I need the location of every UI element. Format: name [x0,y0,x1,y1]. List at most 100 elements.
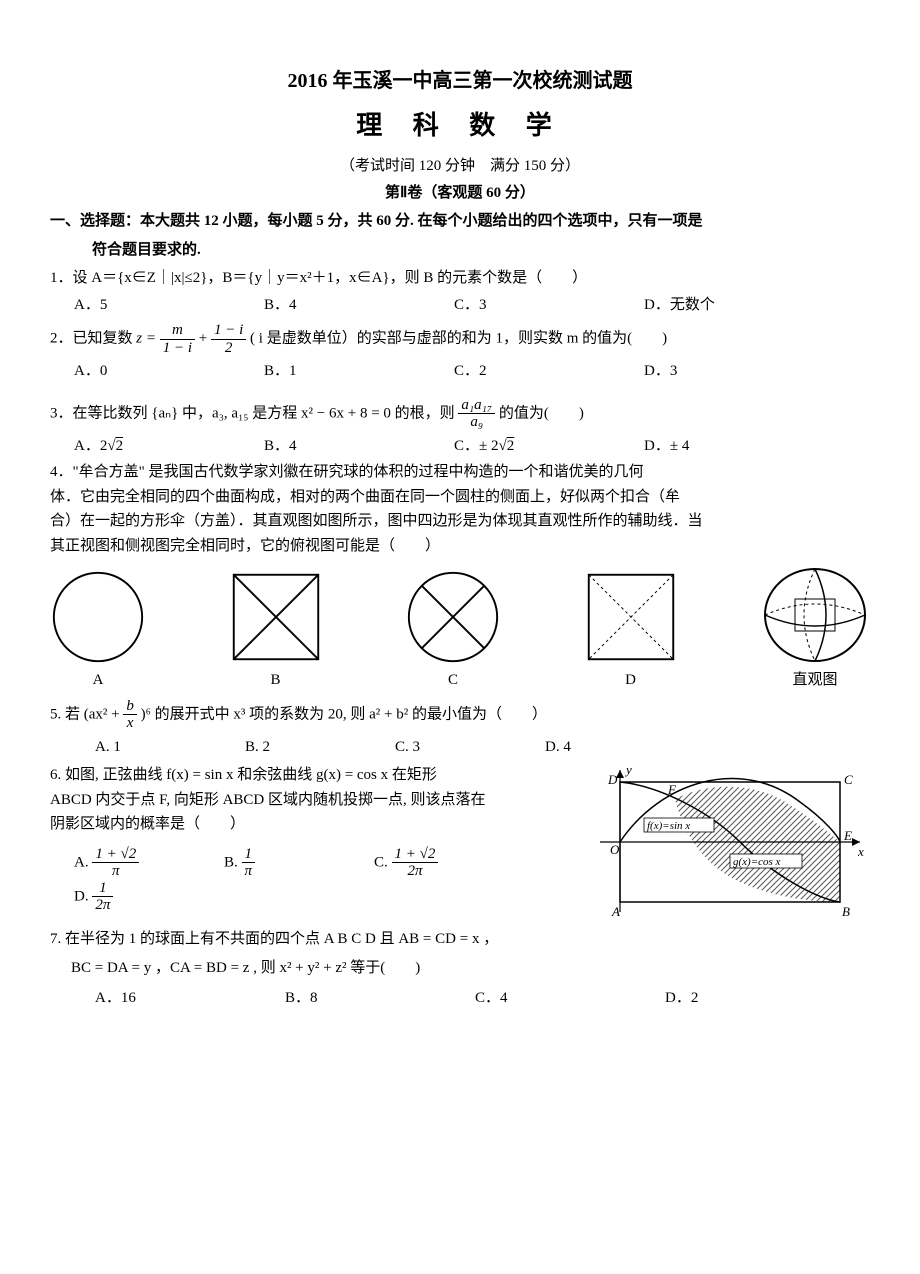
q6-label-O: O [610,842,620,857]
q6-figure: O A B C D E F x y f(x)=sin x g(x)=cos x [590,762,870,922]
q6-option-a: A. 1 + √2 π [74,846,194,880]
q7-option-c: C．4 [475,987,635,1010]
q5-option-b: B. 2 [245,736,365,759]
q1-option-b: B．4 [264,294,424,317]
q3-option-a: A．2 2 [74,435,234,458]
q4-line2: 体．它由完全相同的四个曲面构成，相对的两个曲面在同一个圆柱的侧面上，好似两个扣合… [50,486,870,509]
q4-label-a: A [93,669,104,692]
q2-lead: 2．已知复数 [50,330,136,346]
q5-lead: 5. 若 (ax² + [50,706,123,722]
q6-d-frac: 1 2π [92,880,113,914]
q2-option-c: C．2 [454,360,614,383]
q6-option-d: D. 1 2π [74,880,194,914]
q5-frac-num: b [123,698,137,716]
q1-stem-a: 1．设 A＝{x∈Z｜ [50,270,171,286]
q2-tail: ( i 是虚数单位）的实部与虚部的和为 1，则实数 m 的值为( ) [250,330,667,346]
q6-a-frac: 1 + √2 π [92,846,139,880]
q5-frac-den: x [123,715,137,732]
question-5: 5. 若 (ax² + b x )⁶ 的展开式中 x³ 项的系数为 20, 则 … [50,698,870,732]
q2-frac2-den: 2 [211,340,246,357]
q6-option-c: C. 1 + √2 2π [374,846,494,880]
q3-frac: a₁a₁₇ a₉ [458,397,495,431]
q6-label-C: C [844,772,853,787]
q1-stem-b: |x| [171,270,185,286]
q4-line4: 其正视图和侧视图完全相同时，它的俯视图可能是（ ） [50,535,870,558]
q4-line1: 4．"牟合方盖" 是我国古代数学家刘徽在研究球的体积的过程中构造的一个和谐优美的… [50,461,870,484]
q4-svg-e [760,565,870,665]
q3-a-rad: 2 [116,438,124,454]
q2-frac2-num: 1 − i [211,322,246,340]
q4-fig-d: D [583,569,679,692]
question-6: 6. 如图, 正弦曲线 f(x) = sin x 和余弦曲线 g(x) = co… [50,762,870,922]
q6-label-F: F [667,782,677,797]
q4-fig-b: B [228,569,324,692]
q6-line3: 阴影区域内的概率是（ ） [50,813,570,836]
q2-option-b: B．1 [264,360,424,383]
q7-line2: BC = DA = y ，CA = BD = z , 则 x² + y² + z… [71,957,870,980]
q3-c-pre: C．± 2 [454,438,499,454]
exam-info: （考试时间 120 分钟 满分 150 分） [50,155,870,178]
q5-option-d: D. 4 [545,736,665,759]
q3-options: A．22 B．4 C．± 22 D．± 4 [74,435,870,458]
q6-label-B: B [842,904,850,919]
q3-option-d: D．± 4 [644,435,804,458]
q6-a-den: π [92,863,139,880]
q5-options: A. 1 B. 2 C. 3 D. 4 [95,736,870,759]
q3-a-pre: A．2 [74,438,107,454]
q3-frac-den: a₉ [458,414,495,431]
q4-figures: A B C D 直观图 [50,565,870,692]
q7-option-a: A．16 [95,987,255,1010]
q6-c-num: 1 + √2 [392,846,439,864]
q2-plus: + [199,330,211,346]
q6-b-label: B. [224,854,238,870]
question-1: 1．设 A＝{x∈Z｜|x|≤2}，B＝{y｜y＝x²＋1，x∈A}，则 B 的… [50,267,870,290]
q6-label-x: x [857,844,864,859]
q4-line3: 合）在一起的方形伞（方盖）．其直观图如图所示，图中四边形是为体现其直观性所作的辅… [50,510,870,533]
q4-label-e: 直观图 [792,669,837,692]
q4-label-b: B [270,669,280,692]
q1-option-c: C．3 [454,294,614,317]
q6-label-D: D [607,772,618,787]
q6-c-den: 2π [392,863,439,880]
q5-mid: )⁶ 的展开式中 x³ 项的系数为 20, 则 a² + b² 的最小值为（ ） [141,706,547,722]
q3-tail: 的值为( ) [499,405,584,421]
q6-c-label: C. [374,854,388,870]
q2-z: z = [136,330,159,346]
q4-svg-b [228,569,324,665]
q4-svg-d [583,569,679,665]
q6-b-den: π [242,863,256,880]
q6-options: A. 1 + √2 π B. 1 π C. 1 + √2 2π [74,846,570,914]
q6-b-num: 1 [242,846,256,864]
q4-fig-c: C [405,569,501,692]
question-2: 2．已知复数 z = m 1 − i + 1 − i 2 ( i 是虚数单位）的… [50,322,870,356]
q6-line2: ABCD 内交于点 F, 向矩形 ABCD 区域内随机投掷一点, 则该点落在 [50,789,570,812]
q4-label-d: D [625,669,636,692]
q4-fig-a: A [50,569,146,692]
q2-frac1: m 1 − i [160,322,195,356]
q7-option-b: B．8 [285,987,445,1010]
page-title: 2016 年玉溪一中高三第一次校统测试题 [50,66,870,96]
q6-line1: 6. 如图, 正弦曲线 f(x) = sin x 和余弦曲线 g(x) = co… [50,764,570,787]
q1-option-d: D．无数个 [644,294,804,317]
q1-stem-c: ≤2}，B＝{y｜y＝x²＋1，x∈A}，则 B 的元素个数是（ ） [184,270,587,286]
q7-line1: 7. 在半径为 1 的球面上有不共面的四个点 A B C D 且 AB = CD… [50,928,870,951]
q6-d-label: D. [74,888,89,904]
q6-a-num: 1 + √2 [92,846,139,864]
subject-title: 理 科 数 学 [50,106,870,145]
q3-option-c: C．± 2 2 [454,435,614,458]
q6-shaded-region [675,787,840,902]
q1-option-a: A．5 [74,294,234,317]
q3-lead: 3．在等比数列 {aₙ} 中，a₃, a₁₅ 是方程 x² − 6x + 8 =… [50,405,458,421]
q7-option-d: D．2 [665,987,825,1010]
part-title: 第Ⅱ卷（客观题 60 分） [50,182,870,205]
q2-z-eq: z = [136,330,159,346]
q6-c-frac: 1 + √2 2π [392,846,439,880]
q2-option-a: A．0 [74,360,234,383]
q6-label-gx: g(x)=cos x [733,856,781,868]
q2-options: A．0 B．1 C．2 D．3 [74,360,870,383]
q4-svg-c [405,569,501,665]
q6-d-den: 2π [92,897,113,914]
q2-frac2: 1 − i 2 [211,322,246,356]
question-3: 3．在等比数列 {aₙ} 中，a₃, a₁₅ 是方程 x² − 6x + 8 =… [50,397,870,431]
q3-c-rad: 2 [507,438,515,454]
